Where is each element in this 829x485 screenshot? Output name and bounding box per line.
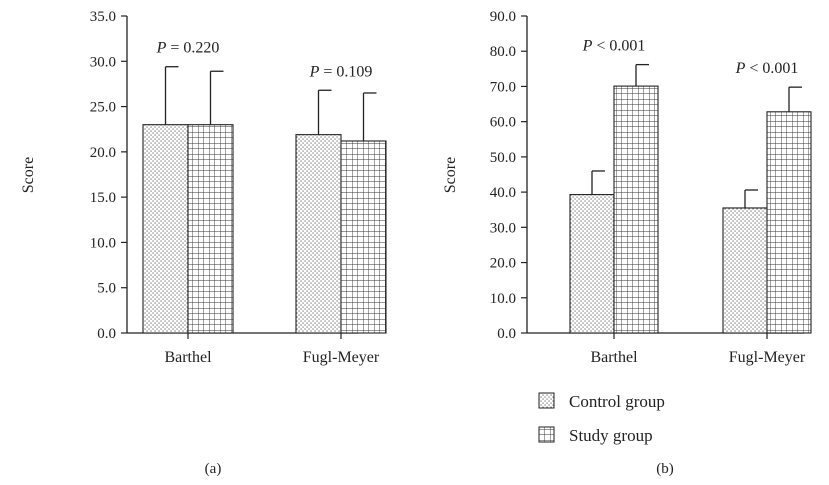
y-tick-label: 10.0 — [490, 291, 516, 307]
legend-item-control: Control group — [538, 392, 665, 411]
legend-label-control: Control group — [569, 392, 665, 411]
chart-panel-a: 0.0 5.0 10.0 15.0 20.0 25.0 30.0 35.0 Score Barth… — [20, 9, 387, 477]
panel-label: (a) — [205, 461, 222, 477]
bar — [142, 124, 189, 334]
legend-swatch-control — [538, 392, 555, 409]
y-tick-label: 70.0 — [490, 79, 516, 95]
y-tick-label: 10.0 — [90, 235, 116, 251]
legend-swatch-study — [538, 426, 555, 443]
x-tick-label: Fugl-Meyer — [303, 349, 380, 366]
y-tick-label: 25.0 — [90, 100, 116, 116]
y-tick-label: 30.0 — [90, 54, 116, 70]
x-tick-label: Barthel — [590, 349, 638, 366]
y-tick-label: 20.0 — [90, 145, 116, 161]
bar — [569, 194, 615, 334]
y-tick-label: 60.0 — [490, 115, 516, 131]
y-tick-label: 20.0 — [490, 256, 516, 272]
p-value-label: P = 0.220 — [156, 40, 220, 57]
x-tick-label: Fugl-Meyer — [729, 349, 806, 366]
legend-label-study: Study group — [569, 426, 653, 445]
y-tick-label: 35.0 — [90, 9, 116, 25]
y-tick-label: 90.0 — [490, 9, 516, 25]
p-value-label: P < 0.001 — [735, 60, 799, 77]
bar — [295, 134, 342, 334]
y-tick-label: 0.0 — [97, 326, 116, 342]
x-tick-label: Barthel — [164, 349, 212, 366]
y-tick-label: 40.0 — [490, 185, 516, 201]
y-tick-label: 30.0 — [490, 220, 516, 236]
p-value-label: P < 0.001 — [582, 38, 646, 55]
y-tick-label: 5.0 — [97, 281, 116, 297]
bar — [187, 124, 234, 334]
legend-item-study: Study group — [538, 426, 653, 445]
y-tick-label: 50.0 — [490, 150, 516, 166]
bar — [722, 207, 768, 334]
chart-panel-b: 0.0 10.0 20.0 30.0 40.0 50.0 60.0 70.0 80.0 90.0 S… — [442, 9, 812, 477]
y-tick-label: 80.0 — [490, 44, 516, 60]
y-tick-label: 0.0 — [497, 326, 516, 342]
bar — [340, 140, 387, 334]
y-axis-label: Score — [20, 157, 37, 193]
legend: Control group Study group — [538, 392, 665, 445]
bar — [613, 85, 659, 334]
panel-label: (b) — [656, 461, 674, 477]
bar — [766, 111, 812, 334]
y-tick-label: 15.0 — [90, 190, 116, 206]
y-axis-label: Score — [442, 157, 459, 193]
p-value-label: P = 0.109 — [309, 63, 373, 80]
